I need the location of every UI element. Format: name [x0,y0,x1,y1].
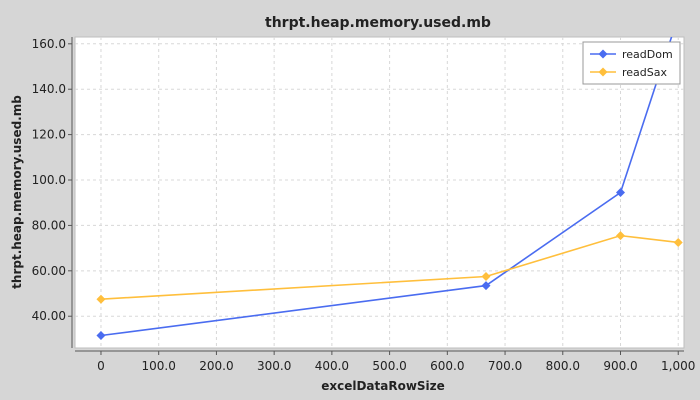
y-tick-label: 60.00 [32,264,66,278]
data-point-readDom [616,188,626,197]
legend-label: readDom [622,48,673,61]
x-tick-label: 1,000 [661,359,695,373]
data-point-readSax [616,231,626,241]
x-tick-label: 0 [97,359,105,373]
y-axis-label: thrpt.heap.memory.used.mb [10,95,24,289]
y-tick-label: 160.0 [32,37,66,51]
data-point-readSax [96,294,106,304]
series-readSax [96,231,683,304]
x-tick-label: 300.0 [257,359,291,373]
y-tick-label: 80.00 [32,218,66,232]
x-tick-label: 200.0 [199,359,233,373]
x-tick-label: 900.0 [603,359,637,373]
data-point-readDom [674,12,683,21]
x-axis-label: excelDataRowSize [321,379,445,393]
legend-swatch-marker [598,67,608,77]
y-tick-label: 120.0 [32,128,66,142]
series-line-readSax [100,234,679,300]
chart-title: thrpt.heap.memory.used.mb [265,15,491,31]
x-tick-label: 700.0 [488,359,522,373]
y-axis-ticks: 40.00 60.00 80.00 100.0 120.0 140.0 160.0 [32,37,72,323]
data-point-readSax [481,271,491,281]
x-axis-ticks: 0 100.0 200.0 300.0 400.0 500.0 600.0 700.0 800.… [97,351,695,373]
data-point-readDom [96,331,106,341]
y-tick-label: 40.00 [32,309,66,323]
legend-label: readSax [622,66,667,79]
y-tick-label: 100.0 [32,173,66,187]
x-tick-label: 100.0 [142,359,176,373]
legend-box [582,41,681,85]
x-tick-label: 400.0 [315,359,349,373]
legend-item-readSax: readSax [590,66,667,79]
legend-item-readDom: readDom [590,48,673,61]
data-point-readSax [673,237,683,247]
y-tick-label: 140.0 [32,82,66,96]
x-tick-label: 500.0 [372,359,406,373]
data-point-readDom [481,281,491,291]
legend: readDom readSax [582,41,681,85]
x-tick-label: 600.0 [430,359,464,373]
series-layer [96,12,683,341]
plot-area [74,36,685,349]
legend-swatch-marker [598,49,608,59]
series-readDom [96,12,683,341]
series-line-readDom [100,37,673,337]
x-tick-label: 800.0 [546,359,580,373]
